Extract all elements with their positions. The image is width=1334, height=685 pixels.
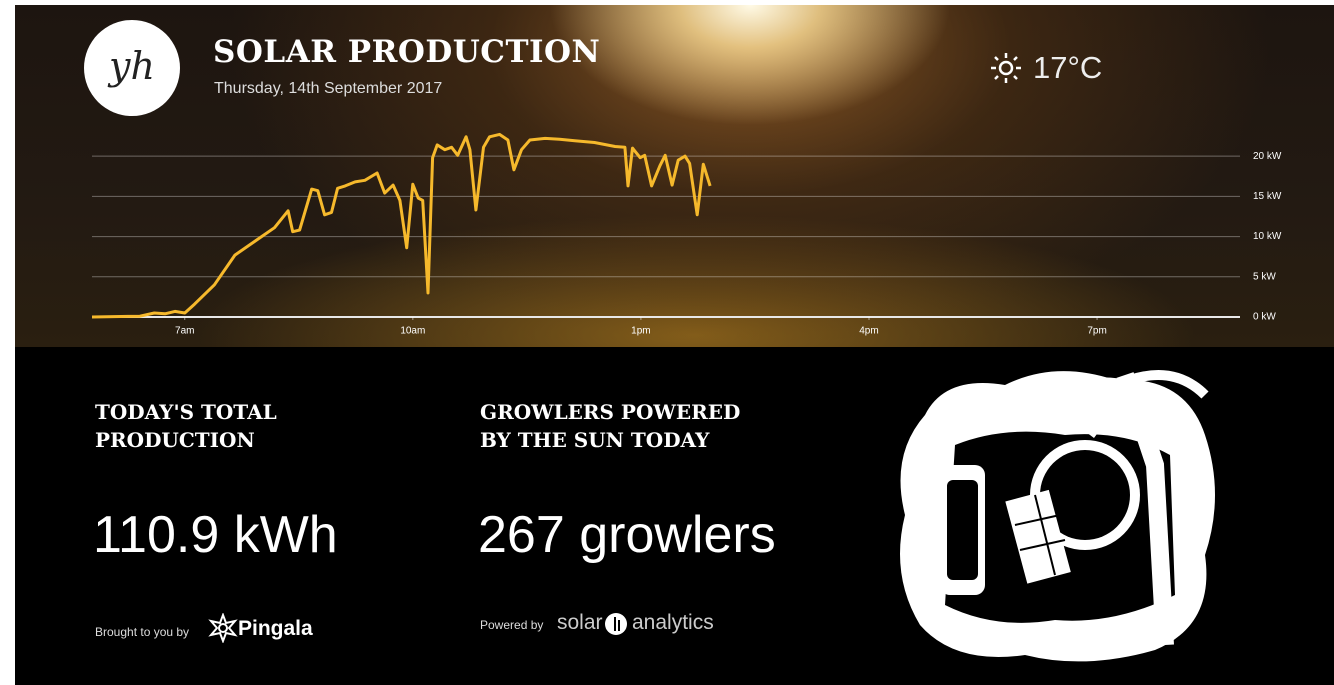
stat-label: TODAY'S TOTAL PRODUCTION	[95, 398, 277, 454]
brand: solar	[557, 611, 603, 635]
solar-analytics-icon	[604, 612, 628, 636]
stat-label-line: BY THE SUN TODAY	[480, 426, 740, 454]
illustration	[885, 355, 1225, 675]
x-tick-label: 10am	[400, 326, 425, 337]
stat-value: 267 growlers	[478, 505, 776, 565]
y-tick-label: 5 kW	[1253, 271, 1276, 282]
page: Solar Production {"header": {"logo": "yh…	[0, 0, 1334, 685]
x-tick-label: 7pm	[1087, 326, 1106, 337]
y-tick-label: 10 kW	[1253, 231, 1282, 242]
y-tick-label: 0 kW	[1253, 312, 1276, 323]
x-tick-label: 7am	[175, 326, 194, 337]
brand: analytics	[632, 611, 714, 635]
y-tick-label: 20 kW	[1253, 151, 1282, 162]
series-line	[92, 134, 710, 317]
pingala-icon	[208, 613, 238, 643]
stat-value: 110.9 kWh	[93, 505, 338, 565]
stat-label-line: PRODUCTION	[95, 426, 277, 454]
stat-label: GROWLERS POWERED BY THE SUN TODAY	[480, 398, 740, 454]
stat-label-line: TODAY'S TOTAL	[95, 398, 277, 426]
brand: Pingala	[238, 617, 313, 641]
credit: Brought to you by	[95, 625, 189, 639]
credit: Powered by	[480, 618, 543, 632]
chart: 0 kW 5 kW 10 kW 15 kW 20 kW 7am 10am 1pm 4pm 7pm	[0, 0, 1334, 347]
stat-label-line: GROWLERS POWERED	[480, 398, 740, 426]
x-tick-label: 4pm	[859, 326, 878, 337]
x-tick-label: 1pm	[631, 326, 650, 337]
y-tick-label: 15 kW	[1253, 191, 1282, 202]
body: yh SOLAR PRODUCTION Thursday, 14th Septe…	[0, 0, 1334, 685]
